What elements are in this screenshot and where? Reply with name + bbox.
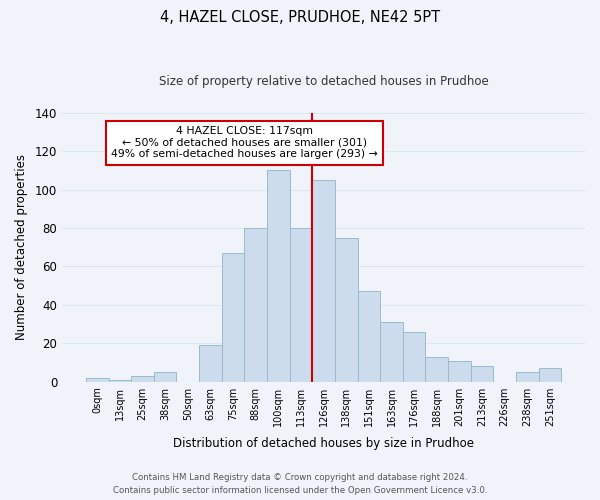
Bar: [131, 376, 154, 382]
Bar: [539, 368, 561, 382]
Bar: [335, 238, 358, 382]
Title: Size of property relative to detached houses in Prudhoe: Size of property relative to detached ho…: [159, 75, 488, 88]
Bar: [358, 292, 380, 382]
Bar: [471, 366, 493, 382]
Bar: [109, 380, 131, 382]
Bar: [425, 356, 448, 382]
Bar: [267, 170, 290, 382]
Text: Contains HM Land Registry data © Crown copyright and database right 2024.
Contai: Contains HM Land Registry data © Crown c…: [113, 474, 487, 495]
Text: 4, HAZEL CLOSE, PRUDHOE, NE42 5PT: 4, HAZEL CLOSE, PRUDHOE, NE42 5PT: [160, 10, 440, 25]
Bar: [86, 378, 109, 382]
Bar: [199, 345, 222, 382]
Bar: [222, 253, 244, 382]
Bar: [154, 372, 176, 382]
Bar: [403, 332, 425, 382]
Y-axis label: Number of detached properties: Number of detached properties: [15, 154, 28, 340]
Text: 4 HAZEL CLOSE: 117sqm
← 50% of detached houses are smaller (301)
49% of semi-det: 4 HAZEL CLOSE: 117sqm ← 50% of detached …: [111, 126, 378, 160]
Bar: [448, 360, 471, 382]
Bar: [516, 372, 539, 382]
X-axis label: Distribution of detached houses by size in Prudhoe: Distribution of detached houses by size …: [173, 437, 474, 450]
Bar: [290, 228, 312, 382]
Bar: [312, 180, 335, 382]
Bar: [244, 228, 267, 382]
Bar: [380, 322, 403, 382]
